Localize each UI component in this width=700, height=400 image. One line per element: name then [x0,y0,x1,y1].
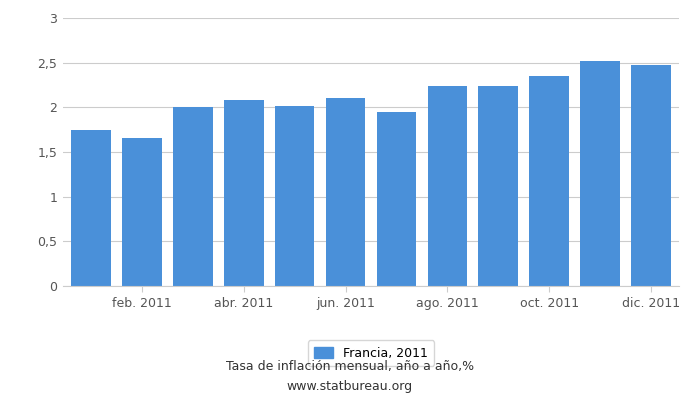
Legend: Francia, 2011: Francia, 2011 [308,340,434,366]
Bar [173,107,213,286]
Bar [71,130,111,286]
Bar [529,76,569,286]
Bar [122,138,162,286]
Bar [377,112,416,286]
Bar [428,86,467,286]
Bar [580,61,620,286]
Bar [478,86,518,286]
Bar [224,100,264,286]
Text: Tasa de inflación mensual, año a año,%: Tasa de inflación mensual, año a año,% [226,360,474,373]
Bar [631,65,671,286]
Bar [275,106,314,286]
Bar [326,98,365,286]
Text: www.statbureau.org: www.statbureau.org [287,380,413,393]
